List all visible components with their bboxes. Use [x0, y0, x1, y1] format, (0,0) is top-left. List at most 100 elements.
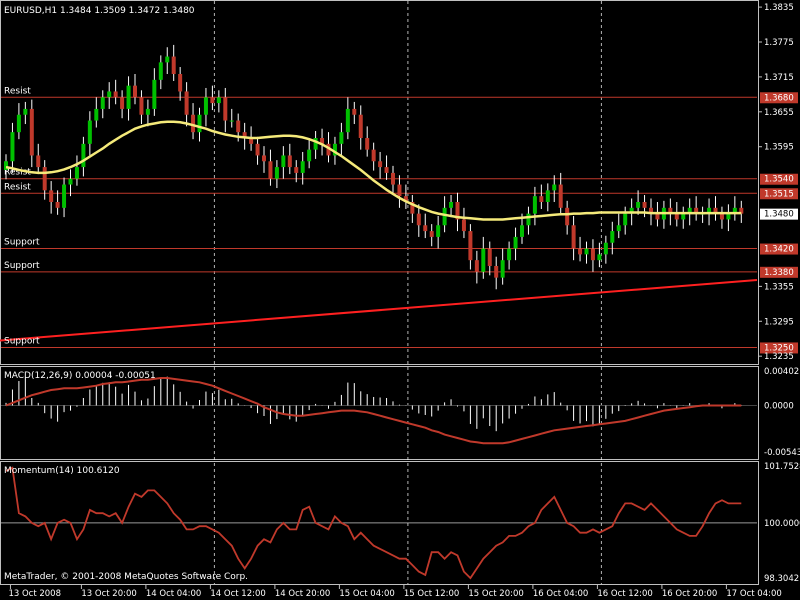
momentum-axis-label: 100.0000 [764, 519, 800, 529]
macd-axis-label: 0.0000 [764, 401, 794, 411]
price-axis-label: 1.3715 [764, 73, 794, 83]
candle-bull [687, 207, 692, 214]
candle-bear [461, 219, 466, 232]
candle-bull [126, 85, 131, 109]
candle-bear [29, 108, 34, 156]
level-price-tag-text: 1.3250 [764, 343, 794, 353]
candle-bear [565, 207, 570, 226]
candle-bull [584, 248, 589, 255]
time-axis-label: 14 Oct 20:00 [275, 589, 330, 599]
candle-bull [100, 97, 105, 109]
macd-header: MACD(12,26,9) 0.00004 -0.00051 [4, 371, 156, 381]
price-panel[interactable] [0, 0, 759, 365]
candle-bull [281, 155, 286, 168]
candle-bull [532, 196, 537, 214]
time-axis-label: 16 Oct 20:00 [662, 589, 717, 599]
candle-bull [339, 132, 344, 144]
macd-panel[interactable] [0, 366, 759, 460]
candle-bull [107, 91, 112, 98]
candle-bull [203, 97, 208, 115]
candle-bull [442, 207, 447, 226]
candle-bear [294, 167, 299, 173]
current-price-text: 1.3480 [764, 210, 794, 220]
candle-bear [287, 155, 292, 168]
price-axis-label: 1.3295 [764, 317, 794, 327]
level-price-tag-text: 1.3515 [764, 189, 794, 199]
candle-bull [197, 114, 202, 133]
candle-bear [55, 202, 60, 208]
macd-signal-line [5, 377, 742, 445]
candle-bull [603, 242, 608, 255]
candle-bull [10, 132, 15, 162]
candle-bear [384, 167, 389, 173]
level-price-tag [760, 188, 798, 200]
candle-bear [739, 207, 744, 214]
time-axis-label: 15 Oct 20:00 [468, 589, 523, 599]
candle-bear [391, 172, 395, 185]
candle-bear [674, 213, 679, 220]
level-price-tag [760, 173, 798, 185]
time-axis-label: 15 Oct 12:00 [404, 589, 459, 599]
level-price-tag-text: 1.3540 [764, 175, 794, 185]
candle-bear [36, 155, 41, 168]
candle-bear [262, 155, 266, 162]
current-price-tag [760, 208, 798, 220]
candle-bear [694, 207, 699, 214]
level-price-tag-text: 1.3380 [764, 268, 794, 278]
candle-bull [23, 108, 28, 115]
candle-bear [358, 114, 363, 138]
candle-bull [158, 62, 163, 80]
candle-bull [16, 114, 21, 133]
candle-bear [365, 138, 370, 150]
time-axis-label: 13 Oct 20:00 [81, 589, 136, 599]
level-price-tag [760, 266, 798, 278]
moving-average-layer [5, 120, 742, 221]
candle-bull [526, 213, 531, 226]
candle-bear [255, 143, 260, 156]
candle-bear [178, 74, 183, 92]
candle-bear [455, 202, 460, 220]
candle-bear [649, 207, 653, 214]
candle-bear [590, 248, 595, 261]
candle-bull [152, 79, 157, 109]
candles-layer[interactable] [4, 44, 744, 290]
candle-bear [494, 266, 499, 278]
candle-bull [165, 56, 170, 63]
candle-bull [87, 120, 92, 144]
momentum-panel[interactable] [0, 461, 759, 585]
candle-bear [378, 161, 383, 168]
candle-bull [629, 207, 634, 214]
time-axis-label: 14 Oct 12:00 [210, 589, 265, 599]
candle-bear [371, 149, 376, 162]
candle-bull [707, 207, 712, 214]
candle-bull [81, 143, 86, 168]
candle-bull [62, 184, 67, 208]
candle-bull [681, 213, 686, 220]
level-label: Support [4, 238, 40, 248]
level-price-tag [760, 92, 798, 104]
copyright-text: MetaTrader, © 2001-2008 MetaQuotes Softw… [4, 572, 248, 582]
candle-bull [216, 97, 221, 104]
candle-bear [474, 260, 479, 272]
candle-bull [332, 143, 337, 156]
candle-bear [49, 190, 54, 202]
candle-bull [449, 202, 454, 208]
price-axis-label: 1.3835 [764, 3, 794, 13]
price-axis-label: 1.3655 [764, 108, 794, 118]
macd-axis-label: -0.00543 [764, 448, 800, 458]
candle-bull [616, 225, 621, 232]
momentum-layer [1, 466, 757, 580]
levels-layer: Resist Resist Resist Support Support Support [0, 86, 758, 348]
candle-bear [171, 56, 176, 74]
candle-bull [623, 213, 628, 226]
candle-bear [719, 213, 724, 220]
candle-bear [268, 161, 273, 179]
candle-bull [732, 207, 737, 214]
candle-bull [597, 254, 602, 261]
candle-bull [307, 149, 312, 162]
level-price-tag [760, 342, 798, 354]
macd-layer [1, 376, 757, 445]
candle-bear [487, 248, 492, 266]
candle-bear [352, 108, 357, 115]
